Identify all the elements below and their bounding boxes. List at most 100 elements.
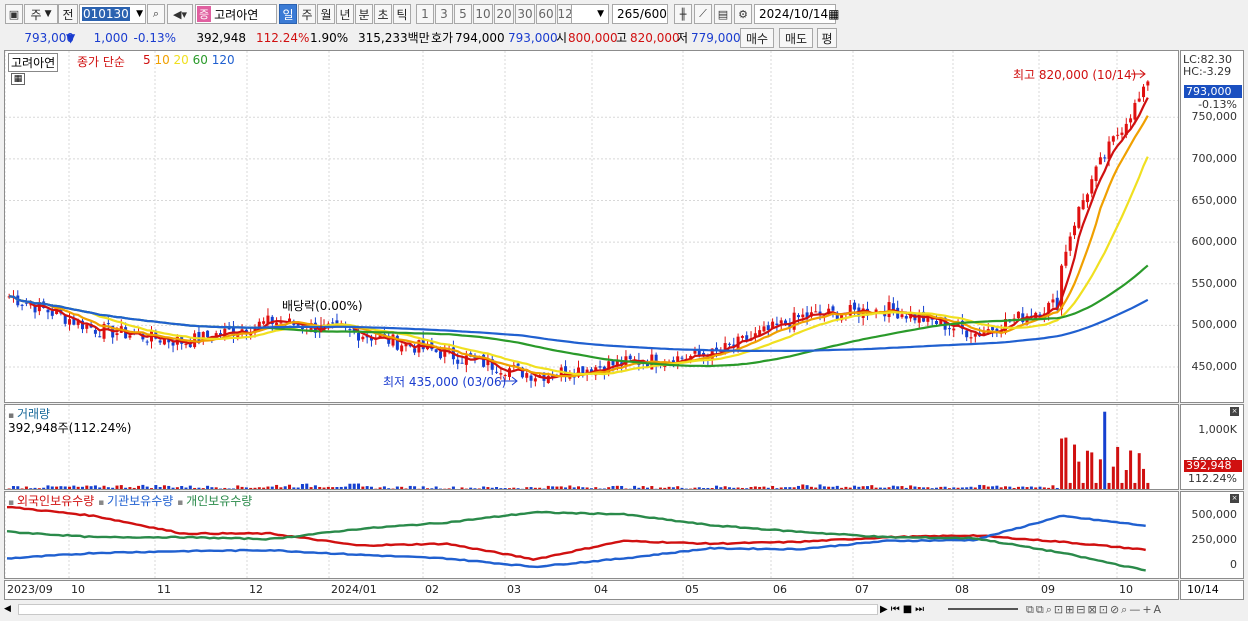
date-field[interactable]: 2024/10/14 ▦ [754,4,840,24]
max-arrow-icon [1131,69,1146,79]
volume-bar [814,487,818,489]
interval-5[interactable]: 5 [454,4,472,24]
candle [434,348,438,353]
buy-button[interactable]: 매수 [740,28,774,48]
scroll-left-icon[interactable]: ◀ [4,604,11,614]
legend-stock-name[interactable]: 고려아연 [8,53,59,72]
volume-value: 392,948 [196,31,246,45]
candle [279,316,283,324]
count-field[interactable]: 265/600 [612,4,668,24]
close-icon[interactable]: × [1230,494,1239,503]
gear-icon[interactable]: ⚙ [734,4,752,24]
search-icon[interactable]: ⌕ [147,4,165,24]
timeframe-0[interactable]: 일 [279,4,297,24]
interval-20[interactable]: 20 [494,4,514,24]
interval-1[interactable]: 1 [416,4,434,24]
interval-3[interactable]: 3 [435,4,453,24]
grid-icon[interactable]: ▦ [11,73,25,85]
interval-input[interactable]: ▼ [571,4,609,24]
high-label: 고 [616,31,628,45]
volume-bar [395,486,399,489]
tool-icons[interactable]: ⧉⧉⌕⊡⊞⊟⊠⊡⊘⌕—+A [1026,603,1164,616]
volume-bar [486,487,490,489]
holding-legend-1: 기관보유수량 [107,494,178,508]
date-tick-6: 03 [507,583,521,596]
stock-name-field[interactable]: 증 고려아연 [195,4,277,24]
volume-bar [723,486,727,489]
volume-bar [63,486,67,489]
candle [80,318,84,334]
timeframe-4[interactable]: 분 [355,4,373,24]
zoom-slider[interactable] [948,608,1018,610]
horizontal-scrollbar[interactable] [18,604,878,615]
volume-bar [693,487,697,489]
volume-bar [503,488,507,489]
eval-button[interactable]: 평 [817,28,837,48]
legend-ma-5: 5 [143,53,155,67]
candle [1116,127,1120,140]
candle [814,303,818,313]
volume-bar [275,484,279,489]
timeframe-5[interactable]: 초 [374,4,392,24]
volume-bar [779,487,783,489]
close-icon[interactable]: × [1230,407,1239,416]
speaker-icon[interactable]: ◀▾ [167,4,193,24]
volume-chart[interactable] [5,405,1179,490]
volume-bar [861,486,865,489]
prev-button[interactable]: 전 [58,4,78,24]
volume-bar [464,488,468,489]
volume-bar [641,486,645,489]
candle [788,318,792,333]
volume-bar [37,488,41,489]
volume-bar [766,487,770,489]
timeframe-2[interactable]: 월 [317,4,335,24]
volume-bar [11,486,15,489]
period-select[interactable]: 주 ▼ [24,4,58,24]
volume-bar [512,487,516,489]
timeframe-1[interactable]: 주 [298,4,316,24]
min-price-note: 최저 435,000 (03/06) [383,375,507,389]
date-tick-0: 2023/09 [7,583,53,596]
volume-bar [227,488,231,489]
date-tick-8: 05 [685,583,699,596]
timeframe-3[interactable]: 년 [336,4,354,24]
volume-bar [149,488,153,489]
stock-code-field[interactable]: 010130 ▼ [79,4,146,24]
volume-bar [978,484,982,489]
save-icon[interactable]: ▤ [714,4,732,24]
interval-60[interactable]: 60 [536,4,556,24]
volume-bar [529,487,533,489]
volume-bar [42,487,46,489]
volume-bar [887,487,891,489]
line-tool-icon[interactable]: ⟋ [694,4,712,24]
sell-button[interactable]: 매도 [779,28,813,48]
interval-10[interactable]: 10 [473,4,493,24]
period-label: 주 [30,7,42,22]
volume-axis: × 1,000K500,000 392,948 112.24% [1180,404,1244,490]
volume-bar [331,487,335,489]
price-chart[interactable] [5,51,1179,403]
volume-bar [210,487,214,489]
volume-bar [745,488,749,489]
window-icon[interactable]: ▣ [5,4,23,24]
interval-30[interactable]: 30 [515,4,535,24]
playback-controls[interactable]: ▶⏮■⏭ [880,604,928,615]
legend-ma-title[interactable]: 종가 단순 [77,55,125,69]
candle [727,342,731,348]
volume-bar [1107,482,1111,489]
holding-chart[interactable] [5,492,1179,579]
volume-bar [456,488,460,489]
candle [1064,244,1068,269]
candle [775,316,779,332]
candle-icon[interactable]: ╫ [674,4,692,24]
volume-bar [663,487,667,489]
volume-bar [469,487,473,489]
volume-bar [1133,482,1137,489]
candle [1090,175,1094,198]
volume-bar [404,488,408,489]
timeframe-6[interactable]: 틱 [393,4,411,24]
volume-bar [1129,450,1133,489]
calendar-icon[interactable]: ▦ [828,7,840,21]
price-y-tick: 650,000 [1191,193,1238,207]
candle [361,335,365,342]
